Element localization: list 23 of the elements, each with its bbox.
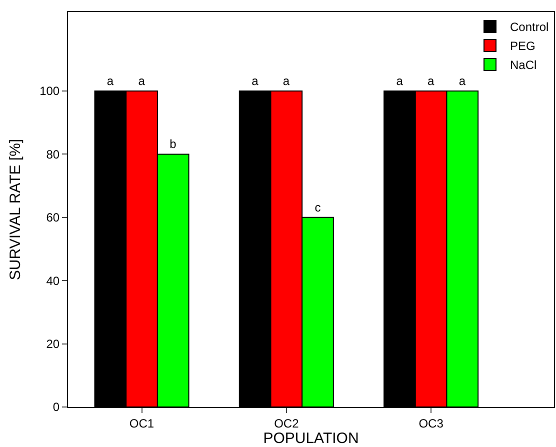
legend-label: NaCl <box>510 58 537 72</box>
data-label: a <box>428 74 435 88</box>
x-tick-label: OC2 <box>274 416 300 430</box>
y-tick-label: 80 <box>46 147 60 162</box>
x-axis-title: POPULATION <box>263 430 359 447</box>
data-label: c <box>314 200 321 214</box>
legend-label: PEG <box>510 39 536 54</box>
data-label: a <box>396 74 404 88</box>
x-tick-label: OC1 <box>129 416 154 430</box>
data-label: a <box>252 74 259 88</box>
y-tick-label: 100 <box>40 84 60 98</box>
data-label: a <box>106 74 114 88</box>
legend-label: Control <box>510 20 549 34</box>
data-label: a <box>138 74 146 88</box>
data-label: b <box>170 137 177 152</box>
data-label: a <box>282 74 290 88</box>
y-tick-label: 60 <box>46 210 60 225</box>
y-tick-label: 0 <box>52 400 60 414</box>
y-axis-title: SURVIVAL RATE [%] <box>6 138 24 280</box>
data-label: a <box>458 74 466 88</box>
x-tick-label: OC3 <box>418 416 444 430</box>
y-tick-label: 20 <box>46 337 60 351</box>
y-tick-label: 40 <box>46 274 60 288</box>
